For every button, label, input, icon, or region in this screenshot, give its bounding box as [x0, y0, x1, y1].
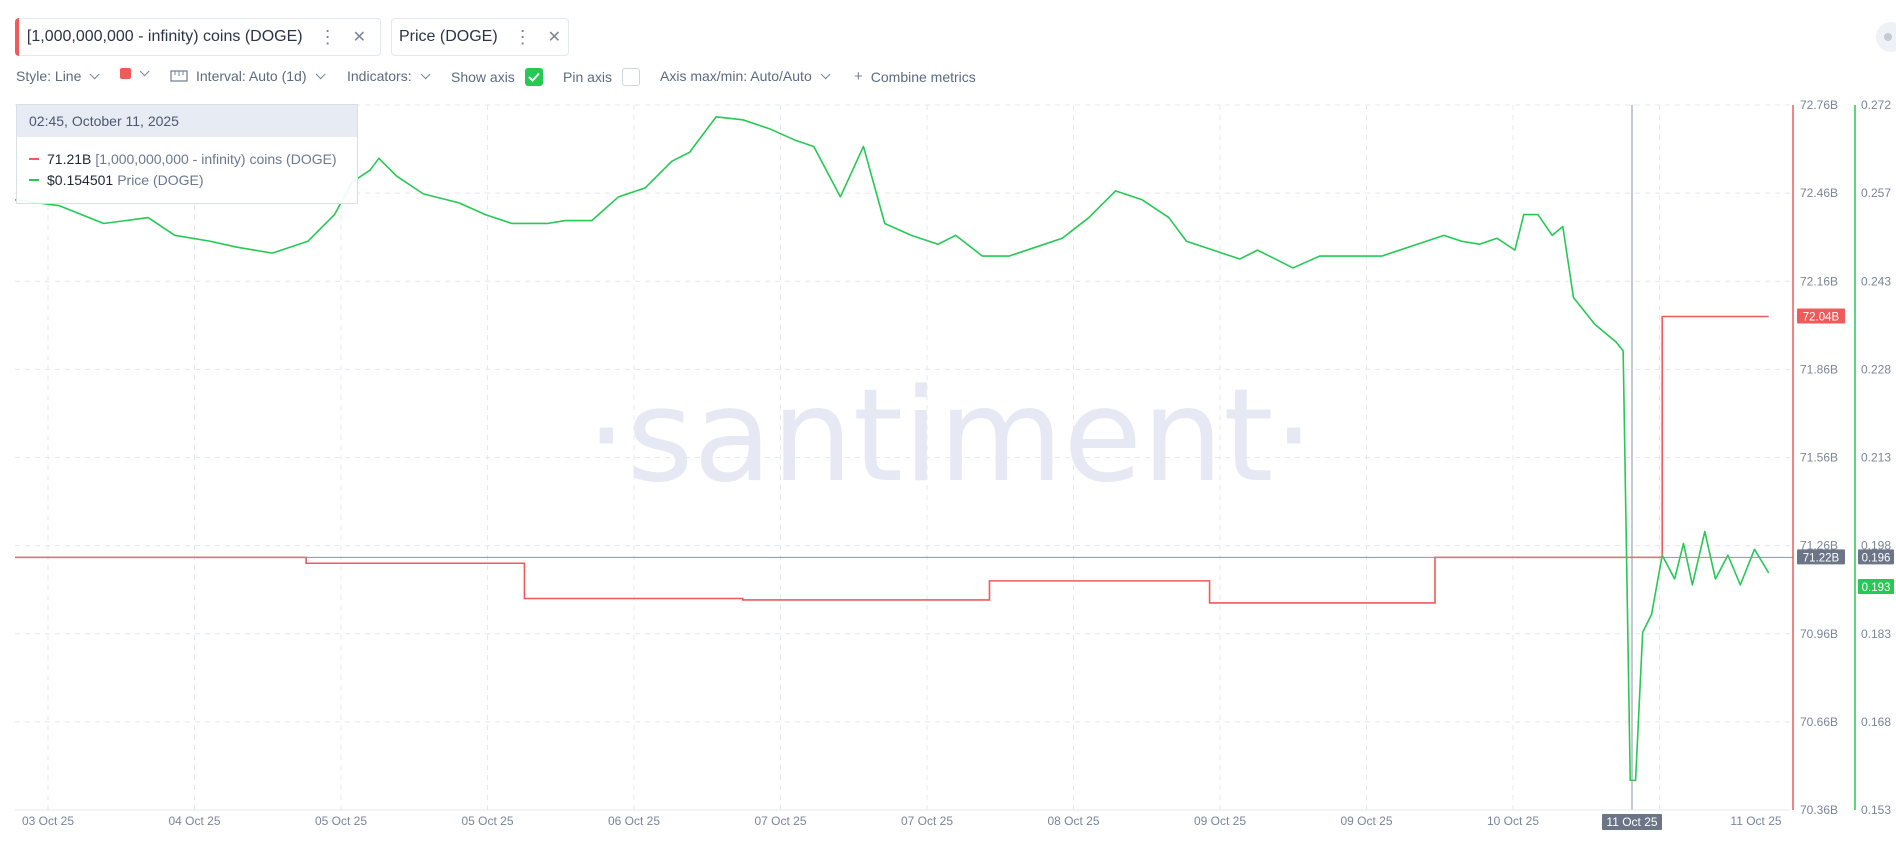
metric-label: [1,000,000,000 - infinity) coins (DOGE) [26, 28, 303, 45]
x-axis-tick-label: 06 Oct 25 [608, 814, 660, 828]
pin-axis-label: Pin axis [563, 69, 613, 85]
right-last-value-badge-bg [1858, 579, 1894, 595]
left-axis-tick-label: 70.96B [1800, 627, 1838, 641]
series-swatch [29, 179, 39, 181]
left-axis-tick-label: 71.26B [1800, 539, 1838, 553]
tooltip-series-name: [1,000,000,000 - infinity) coins (DOGE) [95, 151, 337, 167]
style-label: Style: Line [16, 68, 82, 84]
left-axis-tick-label: 70.66B [1800, 715, 1838, 729]
watermark: ·santiment· [586, 362, 1314, 511]
left-axis-tick-label: 72.16B [1800, 274, 1838, 288]
right-axis-tick-label: 0.272 [1861, 98, 1891, 112]
checkbox-checked-icon[interactable] [524, 68, 543, 86]
x-axis-tick-label: 09 Oct 25 [1194, 814, 1246, 828]
axis-maxmin-label: Axis max/min: Auto/Auto [660, 68, 812, 84]
x-axis-tick-label: 04 Oct 25 [168, 814, 220, 828]
indicators-dropdown[interactable]: Indicators: [347, 68, 431, 84]
show-axis-toggle[interactable]: Show axis [451, 68, 543, 86]
x-axis-tick-label: 05 Oct 25 [461, 814, 513, 828]
right-axis-tick-label: 0.257 [1861, 186, 1891, 200]
x-axis-tick-label: 05 Oct 25 [315, 814, 367, 828]
indicators-label: Indicators: [347, 68, 412, 84]
left-axis-tick-label: 72.46B [1800, 186, 1838, 200]
left-axis-tick-label: 71.86B [1800, 362, 1838, 376]
x-axis-tick-label: 09 Oct 25 [1340, 814, 1392, 828]
ruler-icon [170, 70, 188, 82]
x-axis-tick-label: 11 Oct 25 [1730, 814, 1781, 828]
combine-metrics-button[interactable]: + Combine metrics [854, 68, 976, 85]
style-dropdown[interactable]: Style: Line [16, 68, 100, 84]
left-last-value-badge: 72.04B [1803, 312, 1840, 324]
pin-axis-toggle[interactable]: Pin axis [563, 68, 641, 86]
metric-label: Price (DOGE) [399, 28, 498, 45]
left-crosshair-badge-bg [1797, 549, 1845, 565]
series-swatch [29, 158, 39, 160]
x-axis-tick-label: 03 Oct 25 [22, 814, 74, 828]
color-swatch [120, 68, 131, 79]
combine-metrics-label: Combine metrics [870, 68, 976, 85]
left-crosshair-badge: 71.22B [1803, 552, 1840, 564]
kebab-icon[interactable]: ⋮ [513, 26, 532, 47]
x-axis-tick-label: 07 Oct 25 [901, 814, 953, 828]
color-dropdown[interactable] [120, 66, 150, 79]
series-layer [14, 105, 1793, 810]
x-axis-tick-label: 08 Oct 25 [1047, 814, 1099, 828]
right-last-value-badge: 0.193 [1862, 582, 1891, 594]
x-highlight-badge-bg [1602, 814, 1662, 830]
tooltip-series-name: Price (DOGE) [117, 172, 204, 188]
left-axis-tick-label: 71.56B [1800, 451, 1838, 465]
left-axis-tick-label: 72.76B [1800, 98, 1838, 112]
interval-dropdown[interactable]: Interval: Auto (1d) [170, 68, 326, 84]
close-icon[interactable]: ✕ [352, 29, 366, 46]
tooltip-row-holders: 71.21B [1,000,000,000 - infinity) coins … [29, 151, 337, 167]
grid [15, 104, 1790, 811]
tooltip-time: 02:45, October 11, 2025 [17, 105, 357, 137]
kebab-icon[interactable]: ⋮ [318, 26, 337, 47]
x-axis-tick-label: 07 Oct 25 [754, 814, 806, 828]
right-axis-tick-label: 0.183 [1861, 627, 1891, 641]
right-crosshair-badge-bg [1858, 549, 1894, 565]
tooltip-value: $0.154501 [47, 172, 114, 188]
tooltip-value: 71.21B [47, 151, 92, 167]
metric-chip-price[interactable]: Price (DOGE) ⋮ ✕ [391, 18, 569, 56]
settings-icon [1884, 33, 1892, 41]
x-highlight-badge: 11 Oct 25 [1606, 815, 1657, 829]
axis-maxmin-dropdown[interactable]: Axis max/min: Auto/Auto [660, 68, 831, 84]
close-icon[interactable]: ✕ [547, 29, 562, 46]
left-axis-tick-label: 70.36B [1800, 803, 1838, 817]
right-axis-tick-label: 0.213 [1861, 451, 1891, 465]
right-axis-tick-label: 0.243 [1861, 274, 1891, 288]
series-line-price [14, 116, 1770, 782]
right-crosshair-badge: 0.196 [1862, 552, 1891, 564]
metric-chip-holders[interactable]: [1,000,000,000 - infinity) coins (DOGE) … [15, 18, 381, 56]
metric-color-bar [15, 18, 19, 56]
axes [15, 105, 1856, 811]
show-axis-label: Show axis [451, 69, 515, 85]
tooltip-row-price: $0.154501 Price (DOGE) [29, 172, 204, 188]
right-axis-tick-label: 0.168 [1861, 715, 1891, 729]
labels: 72.76B 0.272 72.46B 0.257 72.16B 0.243 71.86B 0… [22, 98, 1894, 830]
x-axis-tick-label: 10 Oct 25 [1487, 814, 1539, 828]
checkbox-unchecked-icon[interactable] [622, 68, 641, 86]
plus-icon: + [854, 68, 863, 85]
right-axis-tick-label: 0.228 [1861, 362, 1891, 376]
right-axis-tick-label: 0.153 [1861, 803, 1891, 817]
tooltip: 02:45, October 11, 2025 71.21B [1,000,00… [16, 104, 358, 204]
right-axis-tick-label: 0.198 [1861, 539, 1891, 553]
interval-label: Interval: Auto (1d) [196, 68, 307, 84]
left-last-value-badge-bg [1797, 308, 1845, 324]
